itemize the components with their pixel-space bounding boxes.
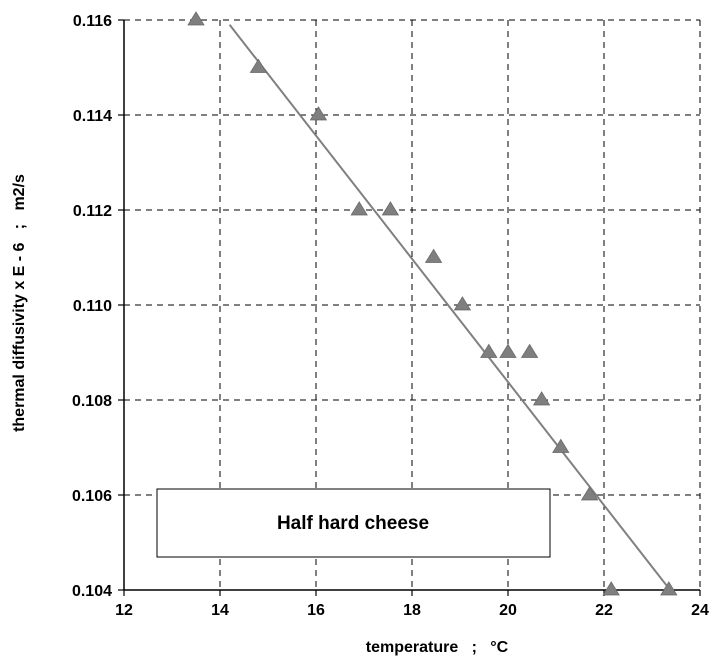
data-point-triangle [187, 11, 205, 26]
data-point-triangle [552, 438, 570, 453]
x-tick-label: 18 [403, 602, 421, 619]
data-point-triangle [602, 581, 620, 596]
annotation-label: Half hard cheese [277, 513, 429, 534]
data-point-triangle [249, 58, 268, 73]
data-point-triangle [381, 201, 400, 216]
data-points [187, 11, 678, 596]
y-tick-label: 0.104 [72, 583, 112, 600]
x-tick-label: 14 [211, 602, 229, 619]
y-tick-label: 0.108 [72, 393, 112, 410]
annotation-box: Half hard cheese [156, 488, 551, 558]
y-axis-title: thermal diffusivity x E - 6 ; m2/s [11, 174, 28, 432]
data-point-triangle [309, 106, 328, 121]
y-tick-label: 0.114 [73, 108, 112, 125]
x-tick-label: 24 [691, 602, 709, 619]
x-tick-labels: 12 14 16 18 20 22 24 [115, 602, 709, 619]
data-point-triangle [424, 248, 443, 263]
y-tick-label: 0.106 [72, 488, 112, 505]
data-point-triangle [532, 391, 551, 406]
y-tick-label: 0.112 [73, 203, 112, 220]
annotation-rect [156, 488, 551, 558]
x-tick-label: 22 [595, 602, 613, 619]
y-tick-label: 0.110 [73, 298, 112, 315]
data-point-triangle [660, 581, 678, 596]
data-point-triangle [580, 486, 599, 501]
data-point-triangle [453, 296, 472, 311]
x-axis-title: temperature ; °C [366, 639, 509, 656]
data-point-triangle [350, 201, 368, 216]
data-point-triangle [520, 343, 539, 358]
data-point-triangle [480, 343, 498, 358]
x-tick-label: 20 [499, 602, 517, 619]
data-point-triangle [499, 343, 517, 358]
trendline [228, 24, 668, 586]
x-tick-label: 12 [115, 602, 133, 619]
axes [118, 19, 701, 596]
y-tick-label: 0.116 [73, 13, 112, 30]
y-tick-labels: 0.104 0.106 0.108 0.110 0.112 0.114 0.116 [72, 13, 112, 600]
x-tick-label: 16 [307, 602, 325, 619]
trendline-layer [228, 24, 668, 586]
